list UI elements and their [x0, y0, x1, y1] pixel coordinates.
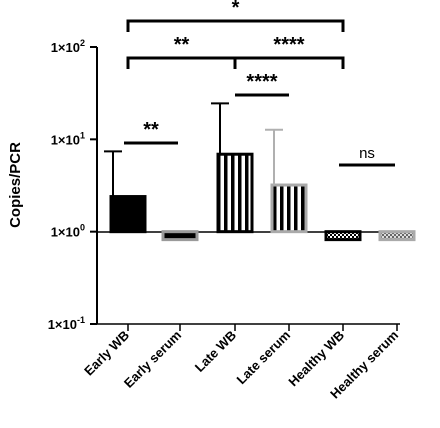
significance-label: **: [143, 119, 159, 141]
y-tick-label: 1×10-1: [48, 315, 85, 332]
y-tick-label: 1×101: [51, 130, 85, 147]
significance-annotations: *** **********ns: [124, 0, 395, 167]
bar-early-serum: [161, 230, 199, 242]
significance-label: **: [174, 34, 190, 56]
x-tick-label: Late serum: [233, 328, 293, 388]
bar-healthy-serum: [378, 230, 416, 242]
x-tick-label: Late WB: [192, 328, 239, 375]
bar-late-serum: [270, 183, 308, 234]
y-axis-ticks: 1×10-1 1×100 1×101 1×102: [48, 38, 97, 332]
bar-early-wb: [109, 195, 147, 234]
significance-label: *: [232, 0, 240, 19]
y-tick-label: 1×102: [51, 38, 85, 55]
y-axis-title: Copies/PCR: [7, 142, 24, 228]
significance-label: ****: [273, 34, 304, 56]
error-bars: [104, 102, 283, 197]
x-tick-label: Early WB: [81, 328, 132, 379]
bars: [109, 152, 416, 242]
y-tick-label: 1×100: [51, 223, 85, 240]
bar-healthy-wb: [324, 230, 362, 242]
significance-label: ns: [359, 145, 375, 162]
significance-label: ****: [246, 71, 277, 93]
bar-late-wb: [216, 152, 254, 234]
x-axis-ticks: [127, 324, 398, 331]
